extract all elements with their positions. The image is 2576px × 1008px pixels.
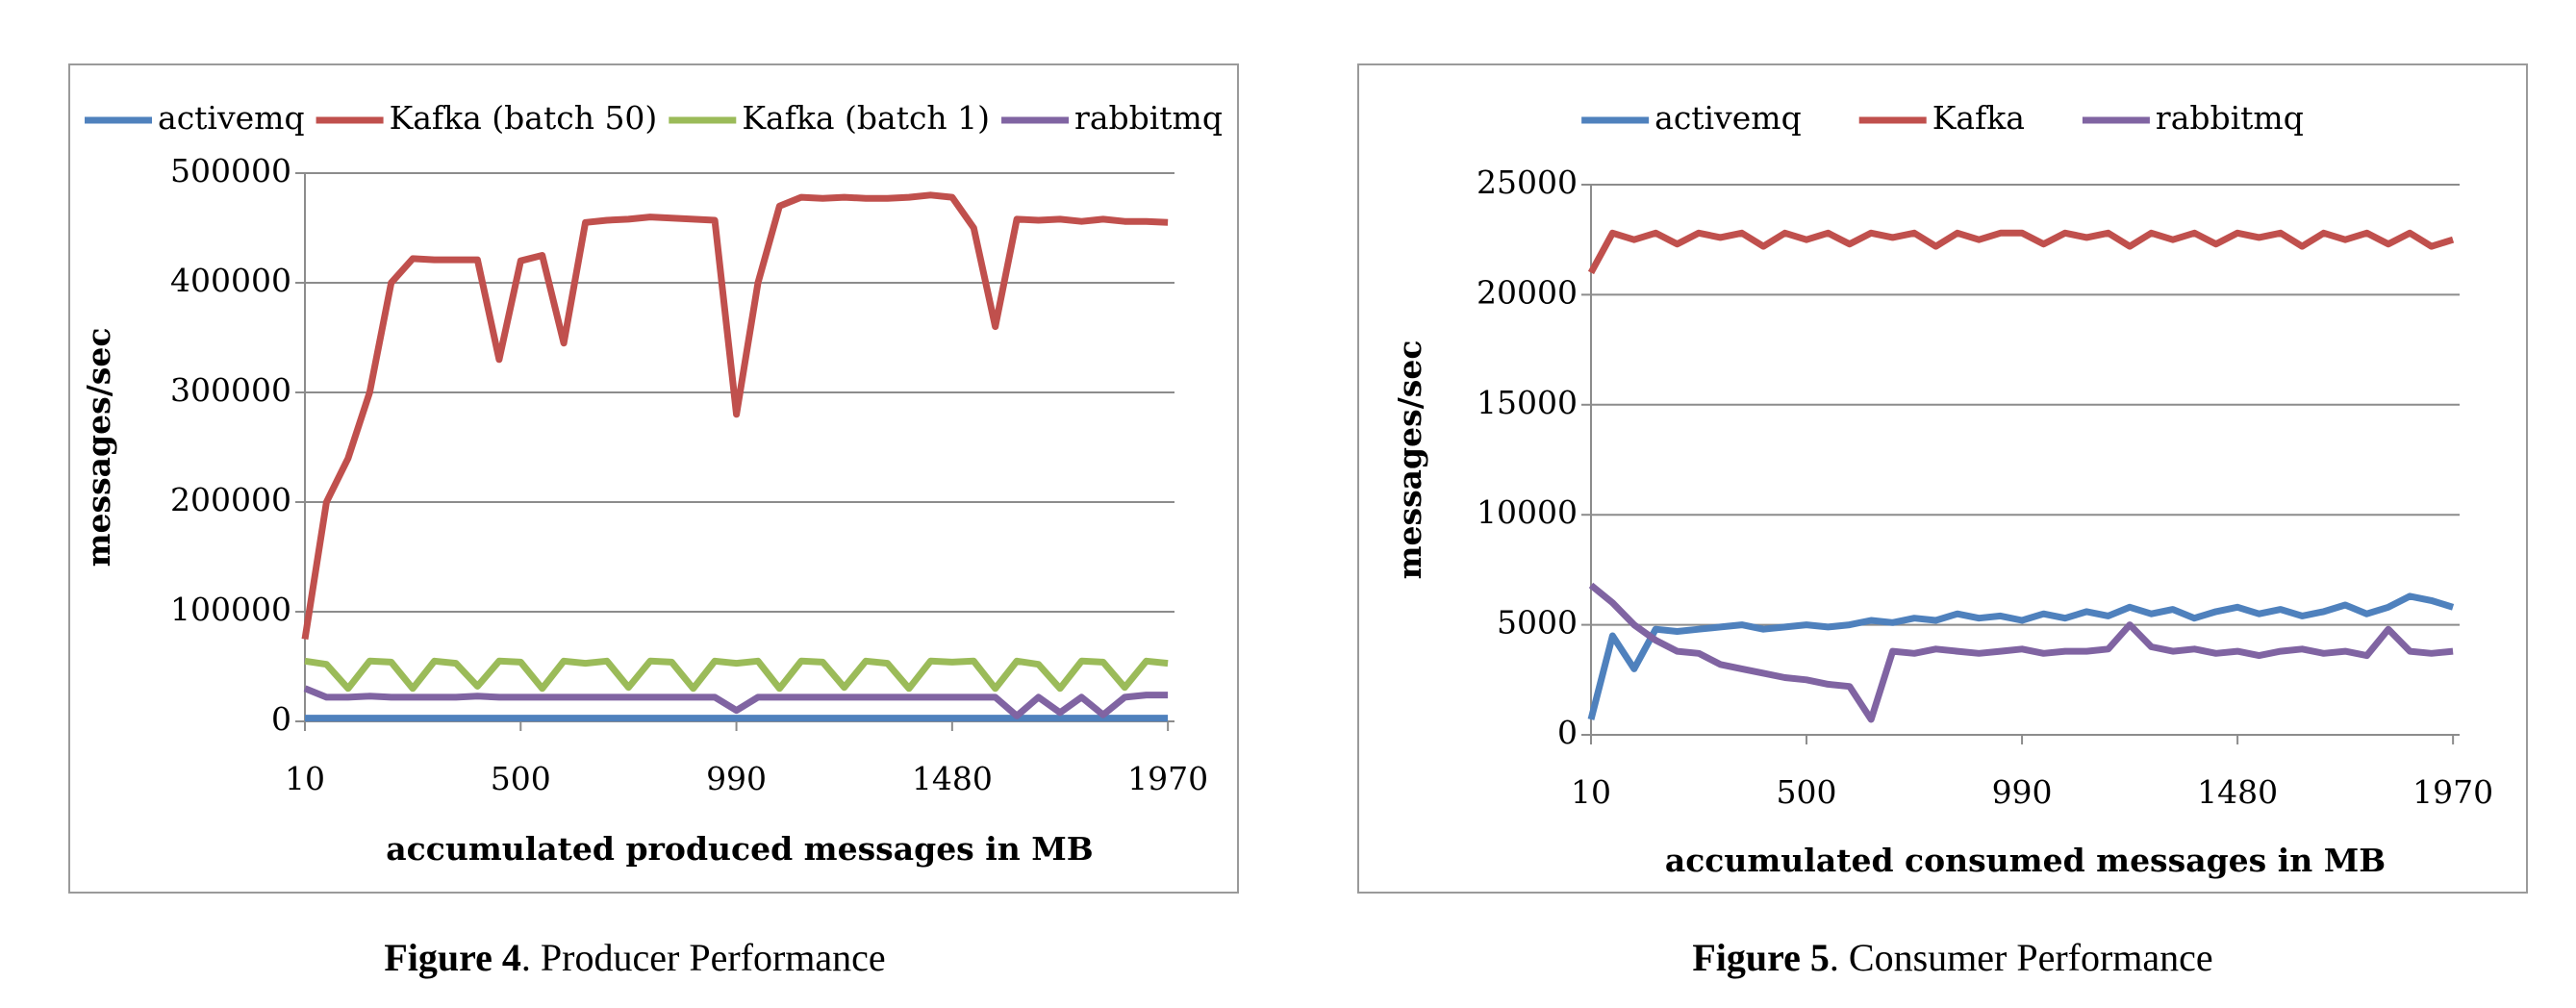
y-tick-label: 15000 (1477, 384, 1578, 421)
caption-text: . Consumer Performance (1830, 936, 2213, 979)
legend-label: rabbitmq (2156, 99, 2304, 137)
y-tick-label: 500000 (170, 152, 291, 189)
legend-label: Kafka (1932, 99, 2025, 137)
x-tick-label: 1970 (1127, 760, 1208, 797)
legend: activemq Kafka rabbitmq (1581, 99, 2304, 137)
series-line (1588, 582, 2454, 723)
chart-frame (68, 63, 1239, 894)
x-tick-label: 1970 (2412, 773, 2493, 811)
series-line (1587, 592, 2455, 720)
caption: Figure 5. Consumer Performance (1692, 936, 2212, 979)
y-tick-label: 25000 (1477, 164, 1578, 201)
y-axis-label: messages/sec (1391, 340, 1428, 580)
y-tick-label: 0 (1557, 714, 1578, 751)
x-tick-label: 500 (491, 760, 551, 797)
series-line (304, 657, 1169, 693)
x-tick-label: 500 (1777, 773, 1837, 811)
y-tick-label: 200000 (170, 481, 291, 518)
y-tick-label: 0 (271, 700, 291, 738)
legend-label: Kafka (batch 50) (390, 99, 658, 137)
y-tick-label: 300000 (170, 371, 291, 409)
series-line (301, 191, 1169, 641)
x-tick-label: 990 (1992, 773, 2053, 811)
x-tick-label: 1480 (2197, 773, 2278, 811)
series-line (303, 685, 1169, 719)
caption-label: Figure 4 (384, 936, 521, 979)
x-tick-label: 1480 (912, 760, 993, 797)
x-axis-label: accumulated consumed messages in MB (1665, 842, 2386, 879)
x-axis-label: accumulated produced messages in MB (386, 830, 1093, 868)
series-line (1587, 229, 2455, 275)
caption-text: . Producer Performance (521, 936, 886, 979)
legend-label: rabbitmq (1074, 99, 1223, 137)
caption-label: Figure 5 (1692, 936, 1830, 979)
caption: Figure 4. Producer Performance (384, 936, 885, 979)
x-tick-label: 10 (1571, 773, 1611, 811)
y-tick-label: 10000 (1477, 493, 1578, 531)
x-tick-label: 10 (285, 760, 325, 797)
y-axis-label: messages/sec (80, 328, 117, 567)
y-tick-label: 5000 (1497, 604, 1578, 642)
y-tick-label: 20000 (1477, 273, 1578, 311)
legend-label: Kafka (batch 1) (742, 99, 990, 137)
legend-label: activemq (158, 99, 305, 137)
legend: activemq Kafka (batch 50) Kafka (batch 1) r… (85, 99, 1223, 137)
legend-label: activemq (1654, 99, 1802, 137)
chart-frame (1357, 63, 2528, 894)
y-tick-label: 400000 (170, 262, 291, 299)
x-tick-label: 990 (706, 760, 767, 797)
y-tick-label: 100000 (170, 591, 291, 628)
